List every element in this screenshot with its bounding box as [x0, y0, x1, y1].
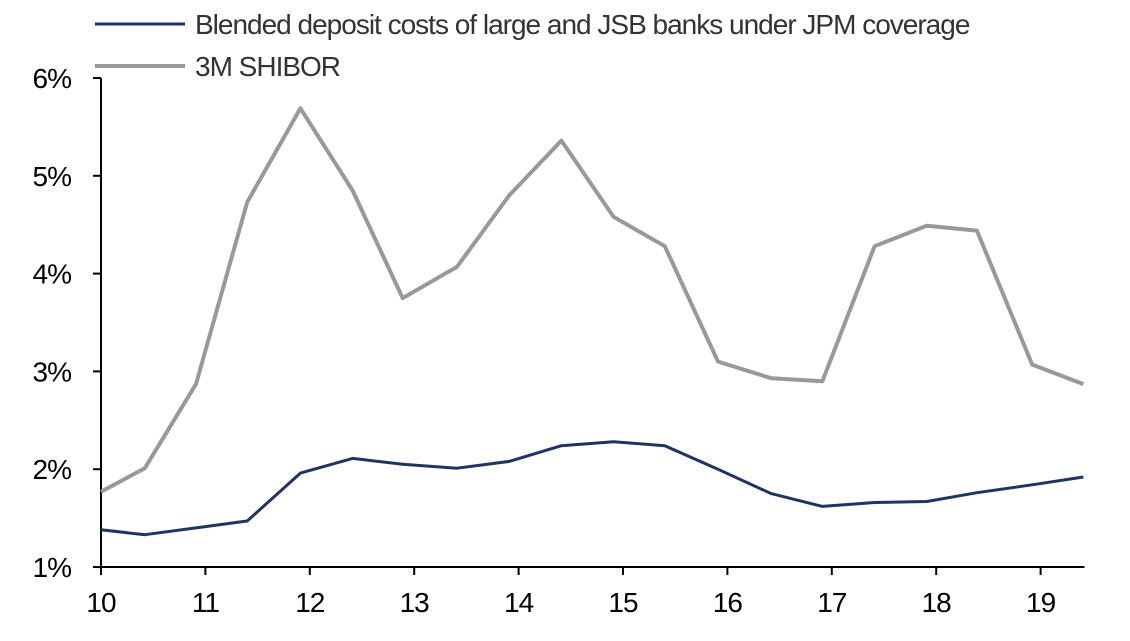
y-tick-label: 4% — [33, 259, 72, 290]
series-line-deposit-costs — [100, 440, 1084, 537]
x-tick-label: 10 — [86, 587, 116, 618]
legend-label-deposit-costs: Blended deposit costs of large and JSB b… — [195, 9, 970, 40]
series-line-shibor — [100, 106, 1085, 494]
x-tick-label: 17 — [817, 587, 847, 618]
legend-entry-shibor: 3M SHIBOR — [95, 51, 341, 82]
x-tick-label: 12 — [295, 587, 325, 618]
y-tick-label: 6% — [33, 63, 72, 94]
axes: 1% 2% 3% 4% 5% 6% 10 11 12 13 14 15 16 17 18 19 — [33, 63, 1085, 618]
x-tick-label: 19 — [1026, 587, 1056, 618]
legend: Blended deposit costs of large and JSB b… — [95, 9, 971, 82]
plot-area — [100, 106, 1085, 537]
x-tick-label: 18 — [922, 587, 952, 618]
x-tick-label: 16 — [713, 587, 743, 618]
y-tick-label: 2% — [33, 454, 72, 485]
x-tick-label: 13 — [400, 587, 430, 618]
x-tick-label: 14 — [504, 587, 534, 618]
y-tick-label: 3% — [33, 356, 72, 387]
legend-entry-deposit-costs: Blended deposit costs of large and JSB b… — [95, 9, 971, 40]
y-tick-label: 1% — [33, 552, 72, 583]
y-tick-label: 5% — [33, 161, 72, 192]
x-tick-label: 15 — [608, 587, 638, 618]
x-tick-label: 11 — [192, 587, 219, 618]
legend-label-shibor: 3M SHIBOR — [195, 51, 340, 82]
